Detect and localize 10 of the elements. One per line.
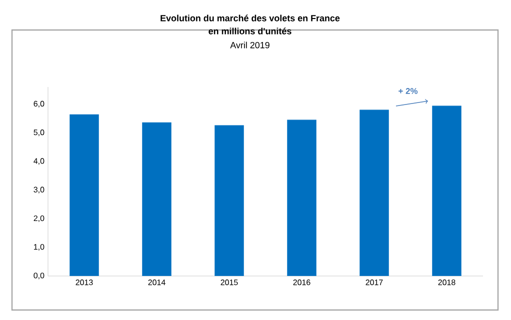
bar — [142, 122, 172, 276]
text: Avril 2019 — [230, 42, 270, 48]
bar — [214, 125, 244, 276]
chart-title: Evolution du marché des volets en France — [160, 14, 340, 22]
chart-subtitle: en millions d'unités — [208, 28, 292, 34]
bar — [360, 110, 389, 276]
annotation: + 2% — [398, 88, 418, 94]
bar — [432, 106, 462, 276]
bar — [70, 114, 99, 276]
bar — [287, 120, 316, 276]
